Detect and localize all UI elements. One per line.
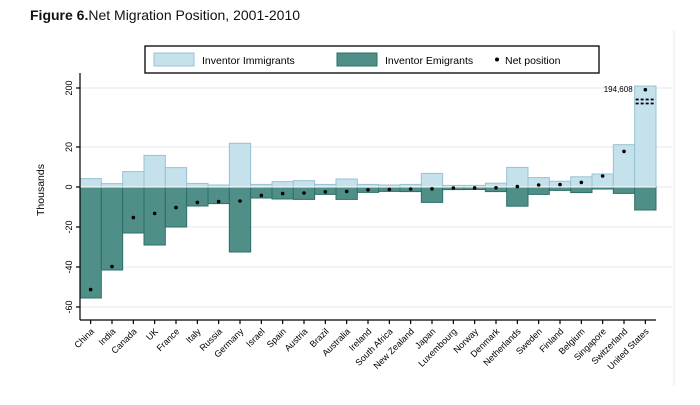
net-dot-Italy [195, 200, 200, 205]
emigrant-bar-Australia [335, 186, 358, 200]
net-dot-South Africa [387, 187, 392, 192]
emigrant-bar-UK [143, 186, 166, 246]
x-tick-label: Israel [244, 326, 267, 349]
immigrant-bar-France [164, 167, 188, 188]
net-dot-Denmark [494, 186, 498, 190]
y-axis-title: Thousands [35, 164, 47, 216]
legend-label-net-position: Net position [505, 55, 561, 67]
x-tick-label: China [72, 326, 96, 350]
net-dot-Norway [472, 186, 477, 190]
net-dot-Japan [430, 187, 434, 191]
net-dot-Luxembourg [451, 186, 456, 190]
net-dot-Russia [216, 199, 221, 204]
y-tick-label: -20 [64, 220, 74, 233]
y-tick-label: -40 [64, 260, 74, 273]
legend-dot-net-position [495, 57, 499, 62]
emigrant-bar-Germany [228, 186, 252, 253]
emigrant-bar-Canada [122, 186, 145, 234]
legend-swatch-emigrants [336, 52, 378, 67]
net-dot-Finland [558, 182, 562, 187]
y-tick-label: 200 [64, 80, 74, 95]
net-dot-Germany [238, 199, 242, 203]
immigrant-bar-Netherlands [506, 166, 529, 188]
immigrant-bar-Australia [335, 178, 358, 188]
emigrant-bar-China [79, 186, 102, 299]
immigrant-bar-Canada [122, 171, 145, 188]
net-dot-Israel [259, 193, 264, 198]
legend-swatch-immigrants [153, 52, 195, 67]
immigrant-bar-Japan [420, 172, 444, 188]
net-dot-China [88, 287, 93, 292]
immigrant-bar-Spain [271, 181, 294, 188]
y-tick-label: 0 [64, 184, 74, 189]
net-dot-Austria [302, 191, 306, 195]
figure-number: Figure 6. [30, 7, 89, 23]
x-tick-label: Austria [283, 326, 310, 353]
net-value-annotation: 194,608 [604, 85, 633, 94]
x-tick-label: France [155, 326, 182, 353]
immigrant-bar-Germany [228, 142, 252, 188]
net-dot-United States [643, 87, 648, 92]
y-tick-label: -60 [64, 300, 74, 313]
emigrant-bar-United States [634, 186, 657, 211]
emigrant-bar-Finland [548, 186, 572, 191]
emigrant-bar-Belgium [570, 186, 593, 194]
net-dot-UK [152, 211, 157, 216]
legend-label-emigrants: Inventor Emigrants [385, 55, 473, 67]
emigrant-bar-Switzerland [612, 186, 636, 194]
net-dot-Belgium [579, 180, 584, 185]
x-tick-label: UK [144, 326, 160, 342]
figure-title: Figure 6.Net Migration Position, 2001-20… [30, 7, 300, 23]
net-dot-New Zealand [408, 187, 413, 191]
net-dot-Canada [131, 215, 136, 220]
emigrant-bar-Netherlands [506, 186, 529, 207]
net-dot-Sweden [536, 183, 541, 187]
figure-title-text: Net Migration Position, 2001-2010 [88, 7, 301, 23]
net-dot-France [174, 205, 178, 210]
emigrant-bar-Sweden [527, 186, 550, 195]
immigrant-bar-United States [634, 85, 657, 188]
net-dot-Ireland [366, 188, 370, 192]
net-dot-Singapore [600, 174, 605, 178]
immigrant-bar-China [79, 178, 102, 188]
net-dot-India [110, 264, 114, 269]
net-dot-Netherlands [515, 184, 520, 189]
net-dot-Spain [280, 191, 285, 196]
y-tick-label: 20 [64, 142, 74, 152]
immigrant-bar-Italy [186, 182, 209, 188]
legend-label-immigrants: Inventor Immigrants [202, 55, 295, 67]
net-dot-Australia [344, 189, 349, 194]
immigrant-bar-India [100, 183, 124, 188]
immigrant-bar-UK [143, 154, 166, 188]
net-dot-Switzerland [622, 149, 626, 154]
immigrant-bar-Austria [292, 180, 316, 188]
net-dot-Brazil [323, 190, 328, 194]
emigrant-bar-India [100, 186, 124, 271]
